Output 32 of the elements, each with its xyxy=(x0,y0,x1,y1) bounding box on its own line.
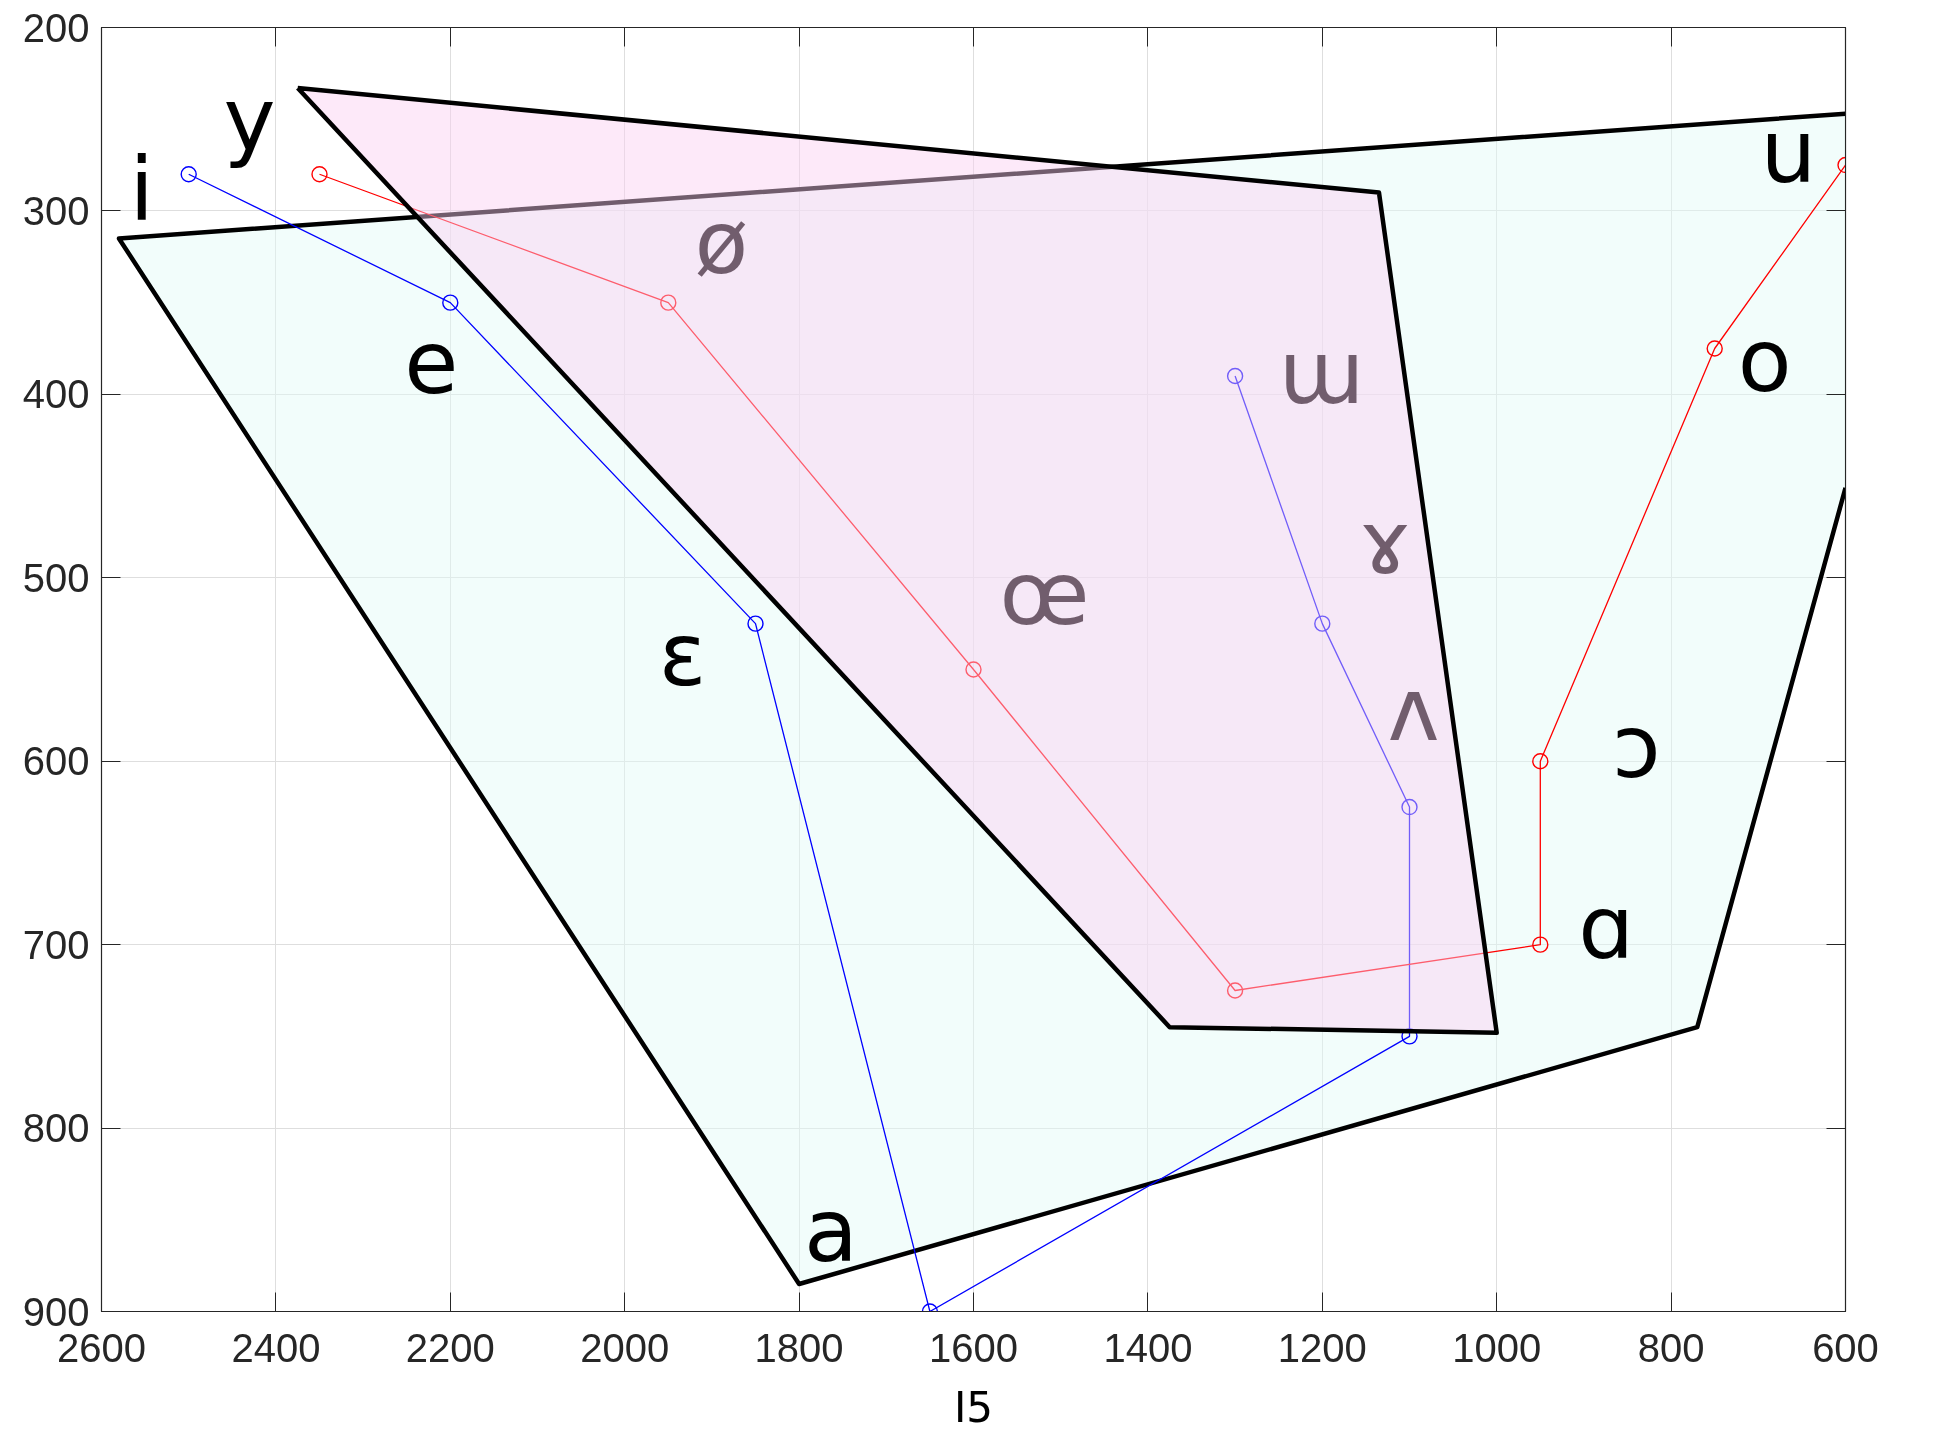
data-label: œ xyxy=(999,542,1090,645)
x-tick-label: 600 xyxy=(1812,1325,1879,1370)
data-label: i xyxy=(129,136,154,240)
y-tick-label: 300 xyxy=(22,188,90,233)
x-tick-label: 1000 xyxy=(1452,1325,1542,1370)
data-label: ɛ xyxy=(658,603,707,707)
x-tick-label: 800 xyxy=(1637,1325,1705,1370)
x-tick-label: 2000 xyxy=(580,1325,670,1370)
data-label: ɤ xyxy=(1359,491,1412,595)
y-tick-label: 600 xyxy=(22,739,90,784)
x-tick-label: 1400 xyxy=(1103,1325,1193,1370)
data-label: ɯ xyxy=(1278,320,1364,424)
data-label: u xyxy=(1760,99,1817,203)
data-label: ʌ xyxy=(1387,657,1440,761)
data-label: ø xyxy=(694,191,749,295)
x-tick-label: 2400 xyxy=(231,1325,321,1370)
x-tick-label: 1200 xyxy=(1277,1325,1367,1370)
x-tick-label: 1600 xyxy=(929,1325,1018,1370)
data-label: y xyxy=(223,67,276,171)
data-label: a xyxy=(803,1179,858,1282)
x-tick-label: 1800 xyxy=(754,1325,844,1370)
x-axis-title: I5 xyxy=(953,1382,994,1432)
y-tick-label: 500 xyxy=(22,555,90,600)
y-tick-label: 800 xyxy=(22,1106,90,1151)
data-label: ɑ xyxy=(1578,876,1635,980)
y-tick-label: 200 xyxy=(22,5,90,50)
data-label: ɔ xyxy=(1612,694,1661,798)
data-label: o xyxy=(1737,309,1792,412)
y-tick-label: 400 xyxy=(22,372,90,417)
x-tick-label: 2200 xyxy=(405,1325,495,1370)
data-label: e xyxy=(404,310,459,414)
y-tick-label: 700 xyxy=(22,922,90,967)
